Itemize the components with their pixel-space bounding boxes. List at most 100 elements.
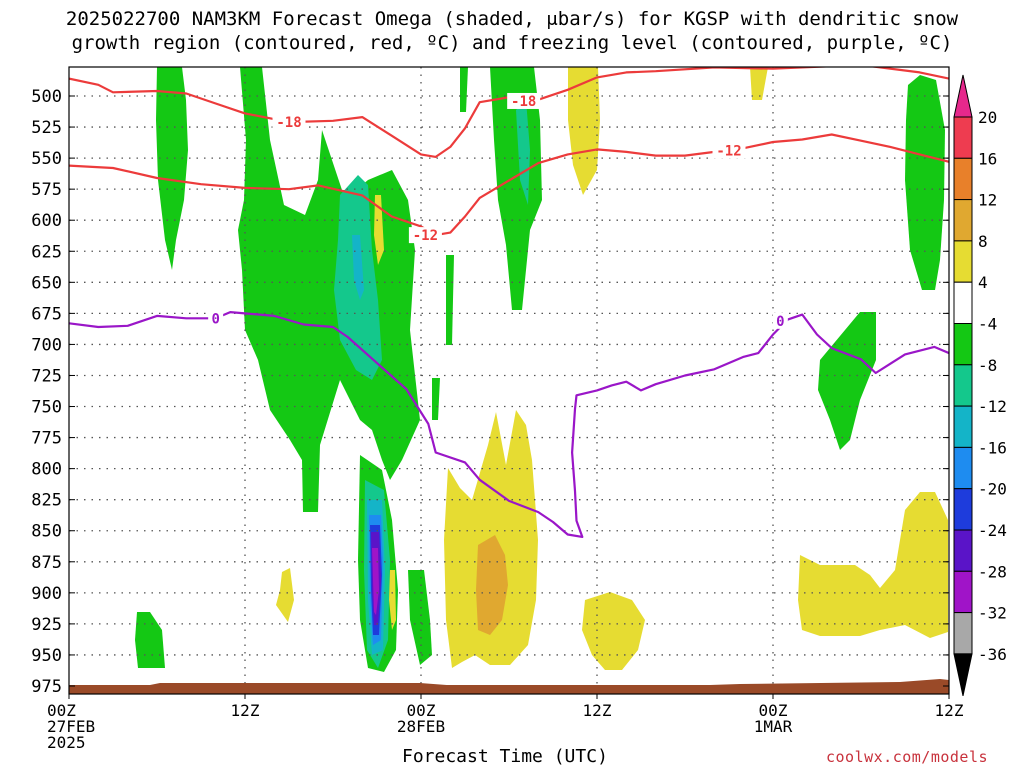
omega-colorbar: 20 16 12 8 4 -4 -8 -12 -16 -20 -24 -28 -32 -36 (953, 74, 1007, 697)
x-tick-label: 00Z (47, 701, 76, 720)
y-tick-label: 950 (31, 646, 62, 666)
colorbar-bin (953, 364, 973, 407)
omega-area-yellow (389, 570, 396, 630)
colorbar-label: -24 (978, 521, 1007, 540)
omega-area-yellow (582, 592, 645, 670)
plot-frame (68, 66, 950, 695)
terrain-surface-top (69, 679, 949, 694)
colorbar-bin (953, 488, 973, 531)
omega-area-yellow (374, 195, 384, 265)
x-axis-title: Forecast Time (UTC) (402, 746, 608, 767)
colorbar-over-arrow (953, 74, 973, 118)
contour-labels: -18 -18 -12 -12 0 0 (208, 92, 788, 330)
y-tick-label: 650 (31, 273, 62, 293)
colorbar-label: 16 (978, 149, 997, 168)
colorbar-bin (953, 281, 973, 325)
omega-shaded-field (135, 67, 948, 672)
colorbar-label: 20 (978, 108, 997, 127)
y-tick-label: 525 (31, 118, 62, 138)
contour-label-background (772, 312, 788, 329)
contour-label: -12 (716, 144, 741, 160)
colorbar-bin (953, 199, 973, 242)
y-tick-label: 825 (31, 491, 62, 511)
omega-area-magenta (372, 548, 379, 615)
colorbar-label: -12 (978, 397, 1007, 416)
y-tick-label: 725 (31, 366, 62, 386)
colorbar-bin (953, 157, 973, 201)
colorbar-label: 8 (978, 232, 988, 251)
omega-area-yellow (276, 568, 294, 622)
colorbar-bin (953, 240, 973, 283)
colorbar-label: 4 (978, 273, 988, 292)
y-tick-label: 600 (31, 211, 62, 231)
omega-area-teal (516, 100, 530, 205)
x-tick-label: 00Z (759, 701, 788, 720)
omega-area-green (905, 75, 945, 290)
omega-area-yellow (798, 492, 948, 638)
omega-area-green (490, 67, 542, 310)
y-tick-label: 800 (31, 460, 62, 480)
colorbar-bin (953, 612, 973, 655)
y-tick-label: 550 (31, 149, 62, 169)
colorbar-label: -16 (978, 438, 1007, 457)
colorbar-label: -8 (978, 356, 997, 375)
y-tick-label: 925 (31, 615, 62, 635)
omega-area-green (238, 67, 420, 512)
omega-area-orange (476, 535, 508, 635)
chart-title-line-1: 2025022700 NAM3KM Forecast Omega (shaded… (65, 8, 959, 30)
colorbar-label: -20 (978, 480, 1007, 499)
y-tick-label: 675 (31, 304, 62, 324)
colorbar-under-arrow (953, 653, 973, 697)
contour-label: -18 (276, 115, 301, 131)
x-tick-label: 12Z (935, 701, 964, 720)
omega-area-green (432, 378, 440, 420)
pressure-axis: 500 525 550 575 600 625 650 675 700 725 750 775 800 8… (31, 87, 949, 697)
y-tick-label: 625 (31, 242, 62, 262)
x-tick-label: 2025 (47, 733, 86, 752)
y-tick-label: 750 (31, 398, 62, 418)
colorbar-bin (953, 116, 973, 159)
chart-title-line-2: growth region (contoured, red, ºC) and f… (71, 32, 953, 54)
x-tick-label: 00Z (407, 701, 436, 720)
contour-label: 0 (776, 314, 784, 330)
omega-area-yellow (750, 67, 768, 100)
colorbar-bin (953, 529, 973, 572)
y-tick-label: 850 (31, 522, 62, 542)
omega-area-green (446, 255, 454, 345)
colorbar-bin (953, 570, 973, 614)
y-tick-label: 975 (31, 677, 62, 697)
y-tick-label: 700 (31, 335, 62, 355)
credit-link[interactable]: coolwx.com/models (826, 748, 989, 766)
y-tick-label: 875 (31, 553, 62, 573)
omega-area-green (135, 612, 165, 668)
contour-label-background (507, 92, 541, 109)
omega-area-green (460, 67, 468, 112)
snow-growth-contour (69, 133, 949, 237)
snow-growth-contour (69, 67, 949, 158)
omega-area-yellow (568, 67, 600, 195)
colorbar-bin (953, 323, 973, 366)
x-tick-label: 27FEB (47, 717, 95, 736)
y-tick-label: 775 (31, 429, 62, 449)
contour-lines (69, 67, 949, 538)
freezing-level-contour (69, 311, 949, 538)
colorbar-label: -28 (978, 562, 1007, 581)
colorbar-label: -32 (978, 604, 1007, 623)
contour-label: -18 (511, 94, 536, 110)
omega-area-green (156, 67, 188, 270)
colorbar-bin (953, 446, 973, 490)
contour-label-background (712, 142, 746, 159)
contour-label-background (272, 114, 306, 131)
x-tick-label: 12Z (231, 701, 260, 720)
omega-area-green (408, 570, 432, 665)
contour-label-background (408, 227, 442, 244)
colorbar-label: 12 (978, 191, 997, 210)
y-tick-label: 500 (31, 87, 62, 107)
y-tick-label: 900 (31, 584, 62, 604)
contour-label-background (208, 310, 224, 327)
x-tick-label: 12Z (583, 701, 612, 720)
colorbar-label: -36 (978, 645, 1007, 664)
x-tick-label: 28FEB (397, 717, 445, 736)
